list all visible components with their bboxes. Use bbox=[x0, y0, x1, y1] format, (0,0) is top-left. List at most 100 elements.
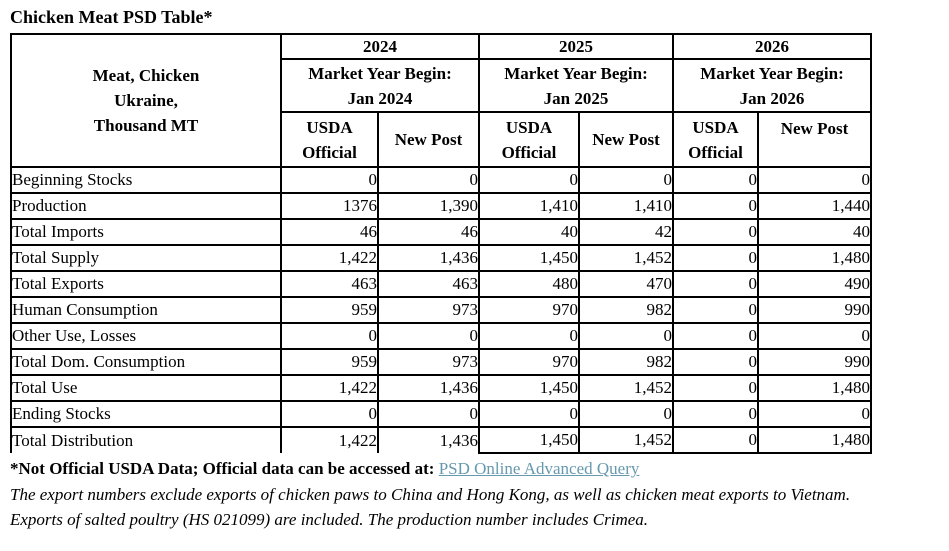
year-header-row: Meat, Chicken Ukraine, Thousand MT 2024 … bbox=[10, 33, 872, 168]
market-year-2024: Market Year Begin: Jan 2024 bbox=[280, 58, 480, 113]
cell-value: 1,410 bbox=[478, 192, 580, 220]
market-year-start: Jan 2025 bbox=[543, 88, 609, 108]
cell-value: 0 bbox=[672, 322, 759, 350]
cell-value: 490 bbox=[757, 270, 872, 298]
cell-value: 1,436 bbox=[377, 374, 480, 402]
cell-value: 0 bbox=[377, 322, 480, 350]
cell-value: 990 bbox=[757, 296, 872, 324]
cell-value: 0 bbox=[478, 400, 580, 428]
table-row-production: Production 1376 1,390 1,410 1,410 0 1,44… bbox=[10, 192, 872, 220]
new-post-header-2026: New Post bbox=[757, 111, 872, 168]
market-year-start: Jan 2026 bbox=[739, 88, 805, 108]
cell-value: 1,452 bbox=[578, 374, 674, 402]
cell-value: 0 bbox=[672, 348, 759, 376]
cell-value: 959 bbox=[280, 296, 379, 324]
row-label: Human Consumption bbox=[10, 296, 282, 324]
cell-value: 0 bbox=[672, 374, 759, 402]
cell-value: 1,450 bbox=[478, 426, 580, 454]
corner-line-3: Thousand MT bbox=[93, 116, 199, 135]
cell-value: 40 bbox=[757, 218, 872, 246]
cell-value: 0 bbox=[757, 400, 872, 428]
row-label: Total Imports bbox=[10, 218, 282, 246]
cell-value: 42 bbox=[578, 218, 674, 246]
cell-value: 463 bbox=[377, 270, 480, 298]
cell-value: 0 bbox=[672, 218, 759, 246]
cell-value: 982 bbox=[578, 296, 674, 324]
psd-online-link[interactable]: PSD Online Advanced Query bbox=[438, 459, 640, 478]
usda-official-header-2025: USDA Official bbox=[478, 111, 580, 168]
table-corner-header: Meat, Chicken Ukraine, Thousand MT bbox=[10, 33, 282, 168]
row-label: Total Distribution bbox=[10, 426, 282, 453]
cell-value: 40 bbox=[478, 218, 580, 246]
new-post-header-2025: New Post bbox=[578, 111, 674, 168]
cell-value: 1,452 bbox=[578, 244, 674, 272]
table-row-total-dom-consumption: Total Dom. Consumption 959 973 970 982 0… bbox=[10, 348, 872, 376]
cell-value: 0 bbox=[672, 400, 759, 428]
cell-value: 463 bbox=[280, 270, 379, 298]
row-label: Total Use bbox=[10, 374, 282, 402]
table-row-total-supply: Total Supply 1,422 1,436 1,450 1,452 0 1… bbox=[10, 244, 872, 272]
cell-value: 982 bbox=[578, 348, 674, 376]
cell-value: 970 bbox=[478, 348, 580, 376]
cell-value: 1,422 bbox=[280, 426, 379, 453]
page-title: Chicken Meat PSD Table* bbox=[10, 7, 213, 27]
cell-value: 0 bbox=[672, 426, 759, 454]
row-label: Ending Stocks bbox=[10, 400, 282, 428]
cell-value: 970 bbox=[478, 296, 580, 324]
table-row-total-distribution: Total Distribution 1,422 1,436 1,450 1,4… bbox=[10, 426, 872, 454]
row-label: Total Supply bbox=[10, 244, 282, 272]
cell-value: 0 bbox=[377, 400, 480, 428]
footnote: The export numbers exclude exports of ch… bbox=[10, 482, 939, 532]
corner-line-1: Meat, Chicken bbox=[92, 66, 200, 85]
disclaimer-line: *Not Official USDA Data; Official data c… bbox=[10, 457, 939, 481]
table-row-ending-stocks: Ending Stocks 0 0 0 0 0 0 bbox=[10, 400, 872, 428]
cell-value: 1,450 bbox=[478, 244, 580, 272]
cell-value: 959 bbox=[280, 348, 379, 376]
row-label: Production bbox=[10, 192, 282, 220]
footnote-line-1: The export numbers exclude exports of ch… bbox=[10, 485, 851, 504]
cell-value: 0 bbox=[578, 322, 674, 350]
table-row-human-consumption: Human Consumption 959 973 970 982 0 990 bbox=[10, 296, 872, 324]
cell-value: 0 bbox=[578, 400, 674, 428]
corner-line-2: Ukraine, bbox=[114, 91, 178, 110]
cell-value: 0 bbox=[757, 322, 872, 350]
cell-value: 1,440 bbox=[757, 192, 872, 220]
cell-value: 0 bbox=[280, 322, 379, 350]
cell-value: 0 bbox=[478, 322, 580, 350]
row-label: Beginning Stocks bbox=[10, 166, 282, 194]
cell-value: 1,422 bbox=[280, 244, 379, 272]
footnote-line-2: Exports of salted poultry (HS 021099) ar… bbox=[10, 510, 649, 529]
cell-value: 0 bbox=[672, 166, 759, 194]
cell-value: 0 bbox=[578, 166, 674, 194]
cell-value: 0 bbox=[672, 270, 759, 298]
cell-value: 0 bbox=[672, 296, 759, 324]
cell-value: 0 bbox=[478, 166, 580, 194]
row-label: Total Exports bbox=[10, 270, 282, 298]
usda-official-header-2024: USDA Official bbox=[280, 111, 379, 168]
cell-value: 0 bbox=[672, 192, 759, 220]
cell-value: 1,480 bbox=[757, 426, 872, 454]
table-row-beginning-stocks: Beginning Stocks 0 0 0 0 0 0 bbox=[10, 166, 872, 194]
cell-value: 0 bbox=[757, 166, 872, 194]
cell-value: 1,422 bbox=[280, 374, 379, 402]
market-year-header-row: Market Year Begin: Jan 2024 Market Year … bbox=[11, 58, 872, 113]
cell-value: 1,390 bbox=[377, 192, 480, 220]
cell-value: 1,480 bbox=[757, 244, 872, 272]
source-header-row: USDA Official New Post USDA Official New… bbox=[11, 111, 872, 168]
market-year-label: Market Year Begin: bbox=[308, 63, 452, 83]
new-post-header-2024: New Post bbox=[377, 111, 480, 168]
cell-value: 990 bbox=[757, 348, 872, 376]
cell-value: 46 bbox=[377, 218, 480, 246]
cell-value: 470 bbox=[578, 270, 674, 298]
market-year-label: Market Year Begin: bbox=[700, 63, 844, 83]
table-row-total-exports: Total Exports 463 463 480 470 0 490 bbox=[10, 270, 872, 298]
table-row-other-use-losses: Other Use, Losses 0 0 0 0 0 0 bbox=[10, 322, 872, 350]
market-year-2025: Market Year Begin: Jan 2025 bbox=[478, 58, 674, 113]
cell-value: 1,436 bbox=[377, 426, 480, 453]
cell-value: 973 bbox=[377, 296, 480, 324]
cell-value: 480 bbox=[478, 270, 580, 298]
usda-official-header-2026: USDA Official bbox=[672, 111, 759, 168]
year-header-2026: 2026 bbox=[672, 33, 872, 60]
cell-value: 1,452 bbox=[578, 426, 674, 454]
table-row-total-imports: Total Imports 46 46 40 42 0 40 bbox=[10, 218, 872, 246]
